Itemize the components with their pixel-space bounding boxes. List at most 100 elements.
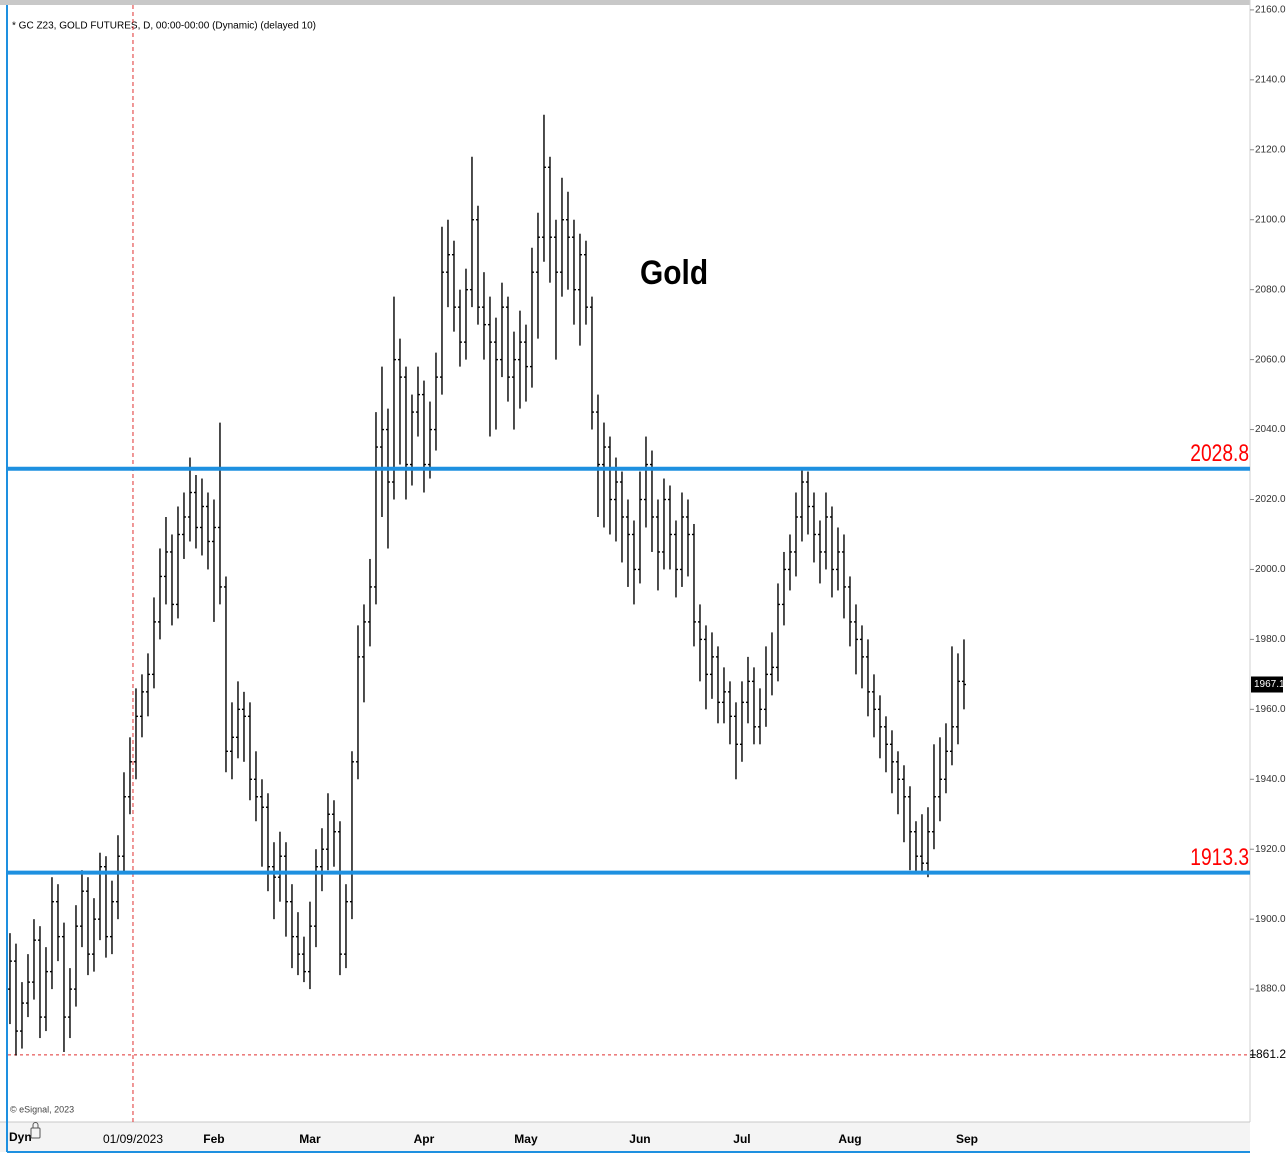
ohlc-bar [733, 702, 738, 780]
ohlc-bar [823, 492, 828, 570]
y-tick-label: 2060.0 [1255, 354, 1286, 365]
ohlc-bar [547, 156, 552, 283]
x-tick-label: Jun [629, 1132, 650, 1146]
ohlc-bar [739, 681, 744, 762]
ohlc-bar [595, 394, 600, 517]
ohlc-bar [931, 744, 936, 850]
annotation: Gold [640, 253, 708, 291]
ohlc-bar [193, 475, 198, 549]
ohlc-bar [439, 226, 444, 395]
ohlc-bar [775, 583, 780, 682]
ohlc-bar [541, 114, 546, 262]
lock-icon[interactable] [30, 1127, 41, 1139]
ohlc-bar [289, 884, 294, 969]
ohlc-bar [661, 478, 666, 570]
ohlc-bar [523, 324, 528, 402]
ohlc-bar [559, 177, 564, 297]
ohlc-bar [907, 786, 912, 871]
ohlc-bar [127, 737, 132, 815]
y-tick-label: 2120.0 [1255, 144, 1286, 155]
ohlc-bar [631, 520, 636, 605]
ohlc-bar [205, 492, 210, 570]
ohlc-bar [475, 205, 480, 325]
ohlc-bar [79, 870, 84, 948]
ohlc-bar [121, 772, 126, 874]
ohlc-bar [73, 905, 78, 1007]
ohlc-bar [37, 926, 42, 1039]
ohlc-bar [505, 296, 510, 402]
y-tick-label: 1900.0 [1255, 914, 1286, 925]
ohlc-bar [379, 366, 384, 517]
ohlc-bar [787, 534, 792, 591]
x-tick-label: 01/09/2023 [103, 1132, 163, 1146]
ohlc-bar [655, 499, 660, 591]
ohlc-bar [247, 702, 252, 801]
ohlc-bar [277, 831, 282, 902]
ohlc-bar [805, 471, 810, 535]
ohlc-bar [175, 506, 180, 619]
ohlc-bar [61, 922, 66, 1053]
ohlc-bar [433, 352, 438, 451]
ohlc-bar [367, 558, 372, 647]
ohlc-bar [673, 520, 678, 598]
ohlc-bar [763, 646, 768, 727]
y-tick-label: 2100.0 [1255, 214, 1286, 225]
ohlc-bar [601, 422, 606, 528]
level-label: 1913.3 [1190, 843, 1249, 871]
ohlc-bar [451, 240, 456, 332]
ohlc-bar [313, 849, 318, 948]
ohlc-bar [715, 646, 720, 724]
ohlc-bar [811, 492, 816, 563]
price-axis-panel [1250, 0, 1288, 1156]
ohlc-bar [871, 674, 876, 738]
ohlc-bar [343, 884, 348, 969]
ohlc-bar [955, 653, 960, 745]
x-tick-label: Feb [203, 1132, 224, 1146]
ohlc-bar [619, 471, 624, 563]
ohlc-bar [325, 793, 330, 871]
ohlc-bar [667, 485, 672, 570]
ohlc-bar [589, 296, 594, 430]
ohlc-bar [211, 499, 216, 622]
time-axis-panel [0, 1122, 1250, 1152]
ohlc-bar [643, 436, 648, 528]
ohlc-bar [721, 667, 726, 724]
ohlc-bar [679, 492, 684, 587]
ohlc-bar [109, 880, 114, 955]
ohlc-bar [97, 852, 102, 941]
ohlc-bar [883, 716, 888, 773]
ohlc-bar [355, 625, 360, 780]
ohlc-bar [421, 380, 426, 493]
ohlc-bar [151, 597, 156, 689]
y-tick-label: 2160.0 [1255, 5, 1286, 16]
ohlc-bar [853, 604, 858, 675]
ohlc-bar [85, 877, 90, 976]
ohlc-bar [385, 408, 390, 549]
ohlc-bar [577, 233, 582, 346]
ohlc-bar [691, 523, 696, 647]
ohlc-bar [361, 604, 366, 703]
ohlc-bar [859, 625, 864, 689]
ohlc-bar [463, 268, 468, 360]
ohlc-bar [31, 919, 36, 1000]
ohlc-bar [169, 534, 174, 626]
ohlc-bar [637, 471, 642, 584]
ohlc-bar [685, 499, 690, 577]
ohlc-bar [337, 821, 342, 976]
ohlc-bar [301, 936, 306, 983]
ohlc-bar [469, 156, 474, 308]
ohlc-bar [613, 457, 618, 542]
low-label: 1861.2 [1249, 1047, 1286, 1061]
last-price-label: 1967.1 [1254, 679, 1285, 690]
ohlc-bar [913, 821, 918, 874]
ohlc-bar [481, 272, 486, 360]
ohlc-bar [403, 366, 408, 500]
ohlc-bar [319, 828, 324, 892]
plot: 1880.0 1900.0 1920.0 1940.0 1960.0 1980.0 2000… [7, 5, 1286, 1146]
ohlc-bar [877, 695, 882, 759]
ohlc-bar [19, 982, 24, 1049]
credit: © eSignal, 2023 [10, 1104, 74, 1114]
ohlc-bar [757, 688, 762, 745]
ohlc-bar [349, 751, 354, 920]
